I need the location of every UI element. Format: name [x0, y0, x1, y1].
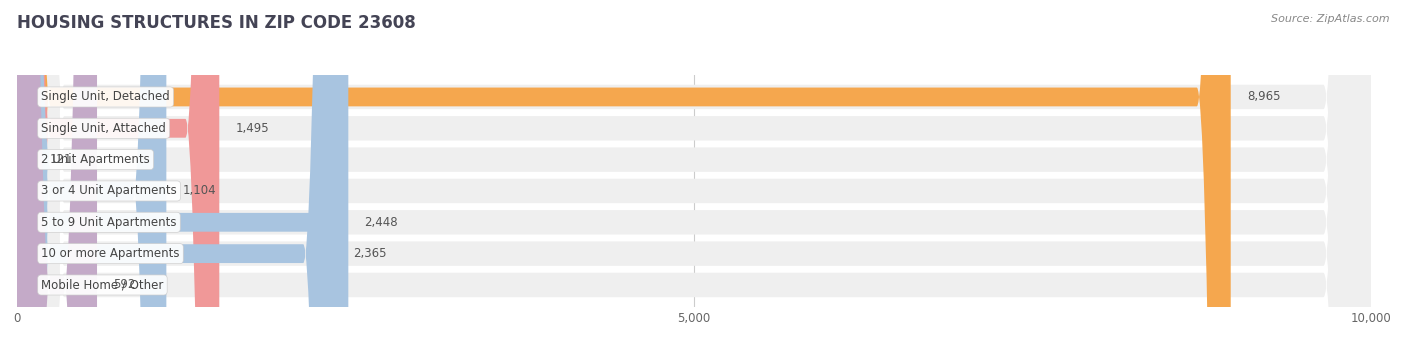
FancyBboxPatch shape [17, 0, 1371, 341]
FancyBboxPatch shape [17, 0, 349, 341]
FancyBboxPatch shape [17, 0, 337, 341]
FancyBboxPatch shape [17, 0, 1230, 341]
FancyBboxPatch shape [17, 0, 1371, 341]
Text: 592: 592 [114, 279, 135, 292]
Text: 1,104: 1,104 [183, 184, 217, 197]
Text: 1,495: 1,495 [236, 122, 269, 135]
Text: Single Unit, Attached: Single Unit, Attached [41, 122, 166, 135]
FancyBboxPatch shape [17, 0, 166, 341]
FancyBboxPatch shape [0, 0, 51, 341]
Text: Mobile Home / Other: Mobile Home / Other [41, 279, 163, 292]
Text: 2,448: 2,448 [364, 216, 398, 229]
Text: HOUSING STRUCTURES IN ZIP CODE 23608: HOUSING STRUCTURES IN ZIP CODE 23608 [17, 14, 416, 32]
Text: 3 or 4 Unit Apartments: 3 or 4 Unit Apartments [41, 184, 177, 197]
Text: 5 to 9 Unit Apartments: 5 to 9 Unit Apartments [41, 216, 177, 229]
Text: 10 or more Apartments: 10 or more Apartments [41, 247, 180, 260]
Text: Source: ZipAtlas.com: Source: ZipAtlas.com [1271, 14, 1389, 24]
FancyBboxPatch shape [17, 0, 1371, 341]
Text: 121: 121 [49, 153, 72, 166]
Text: Single Unit, Detached: Single Unit, Detached [41, 90, 170, 103]
FancyBboxPatch shape [17, 0, 97, 341]
Text: 2,365: 2,365 [353, 247, 387, 260]
FancyBboxPatch shape [17, 0, 1371, 341]
FancyBboxPatch shape [17, 0, 1371, 341]
FancyBboxPatch shape [17, 0, 1371, 341]
FancyBboxPatch shape [17, 0, 219, 341]
FancyBboxPatch shape [17, 0, 1371, 341]
Text: 8,965: 8,965 [1247, 90, 1281, 103]
Text: 2 Unit Apartments: 2 Unit Apartments [41, 153, 150, 166]
